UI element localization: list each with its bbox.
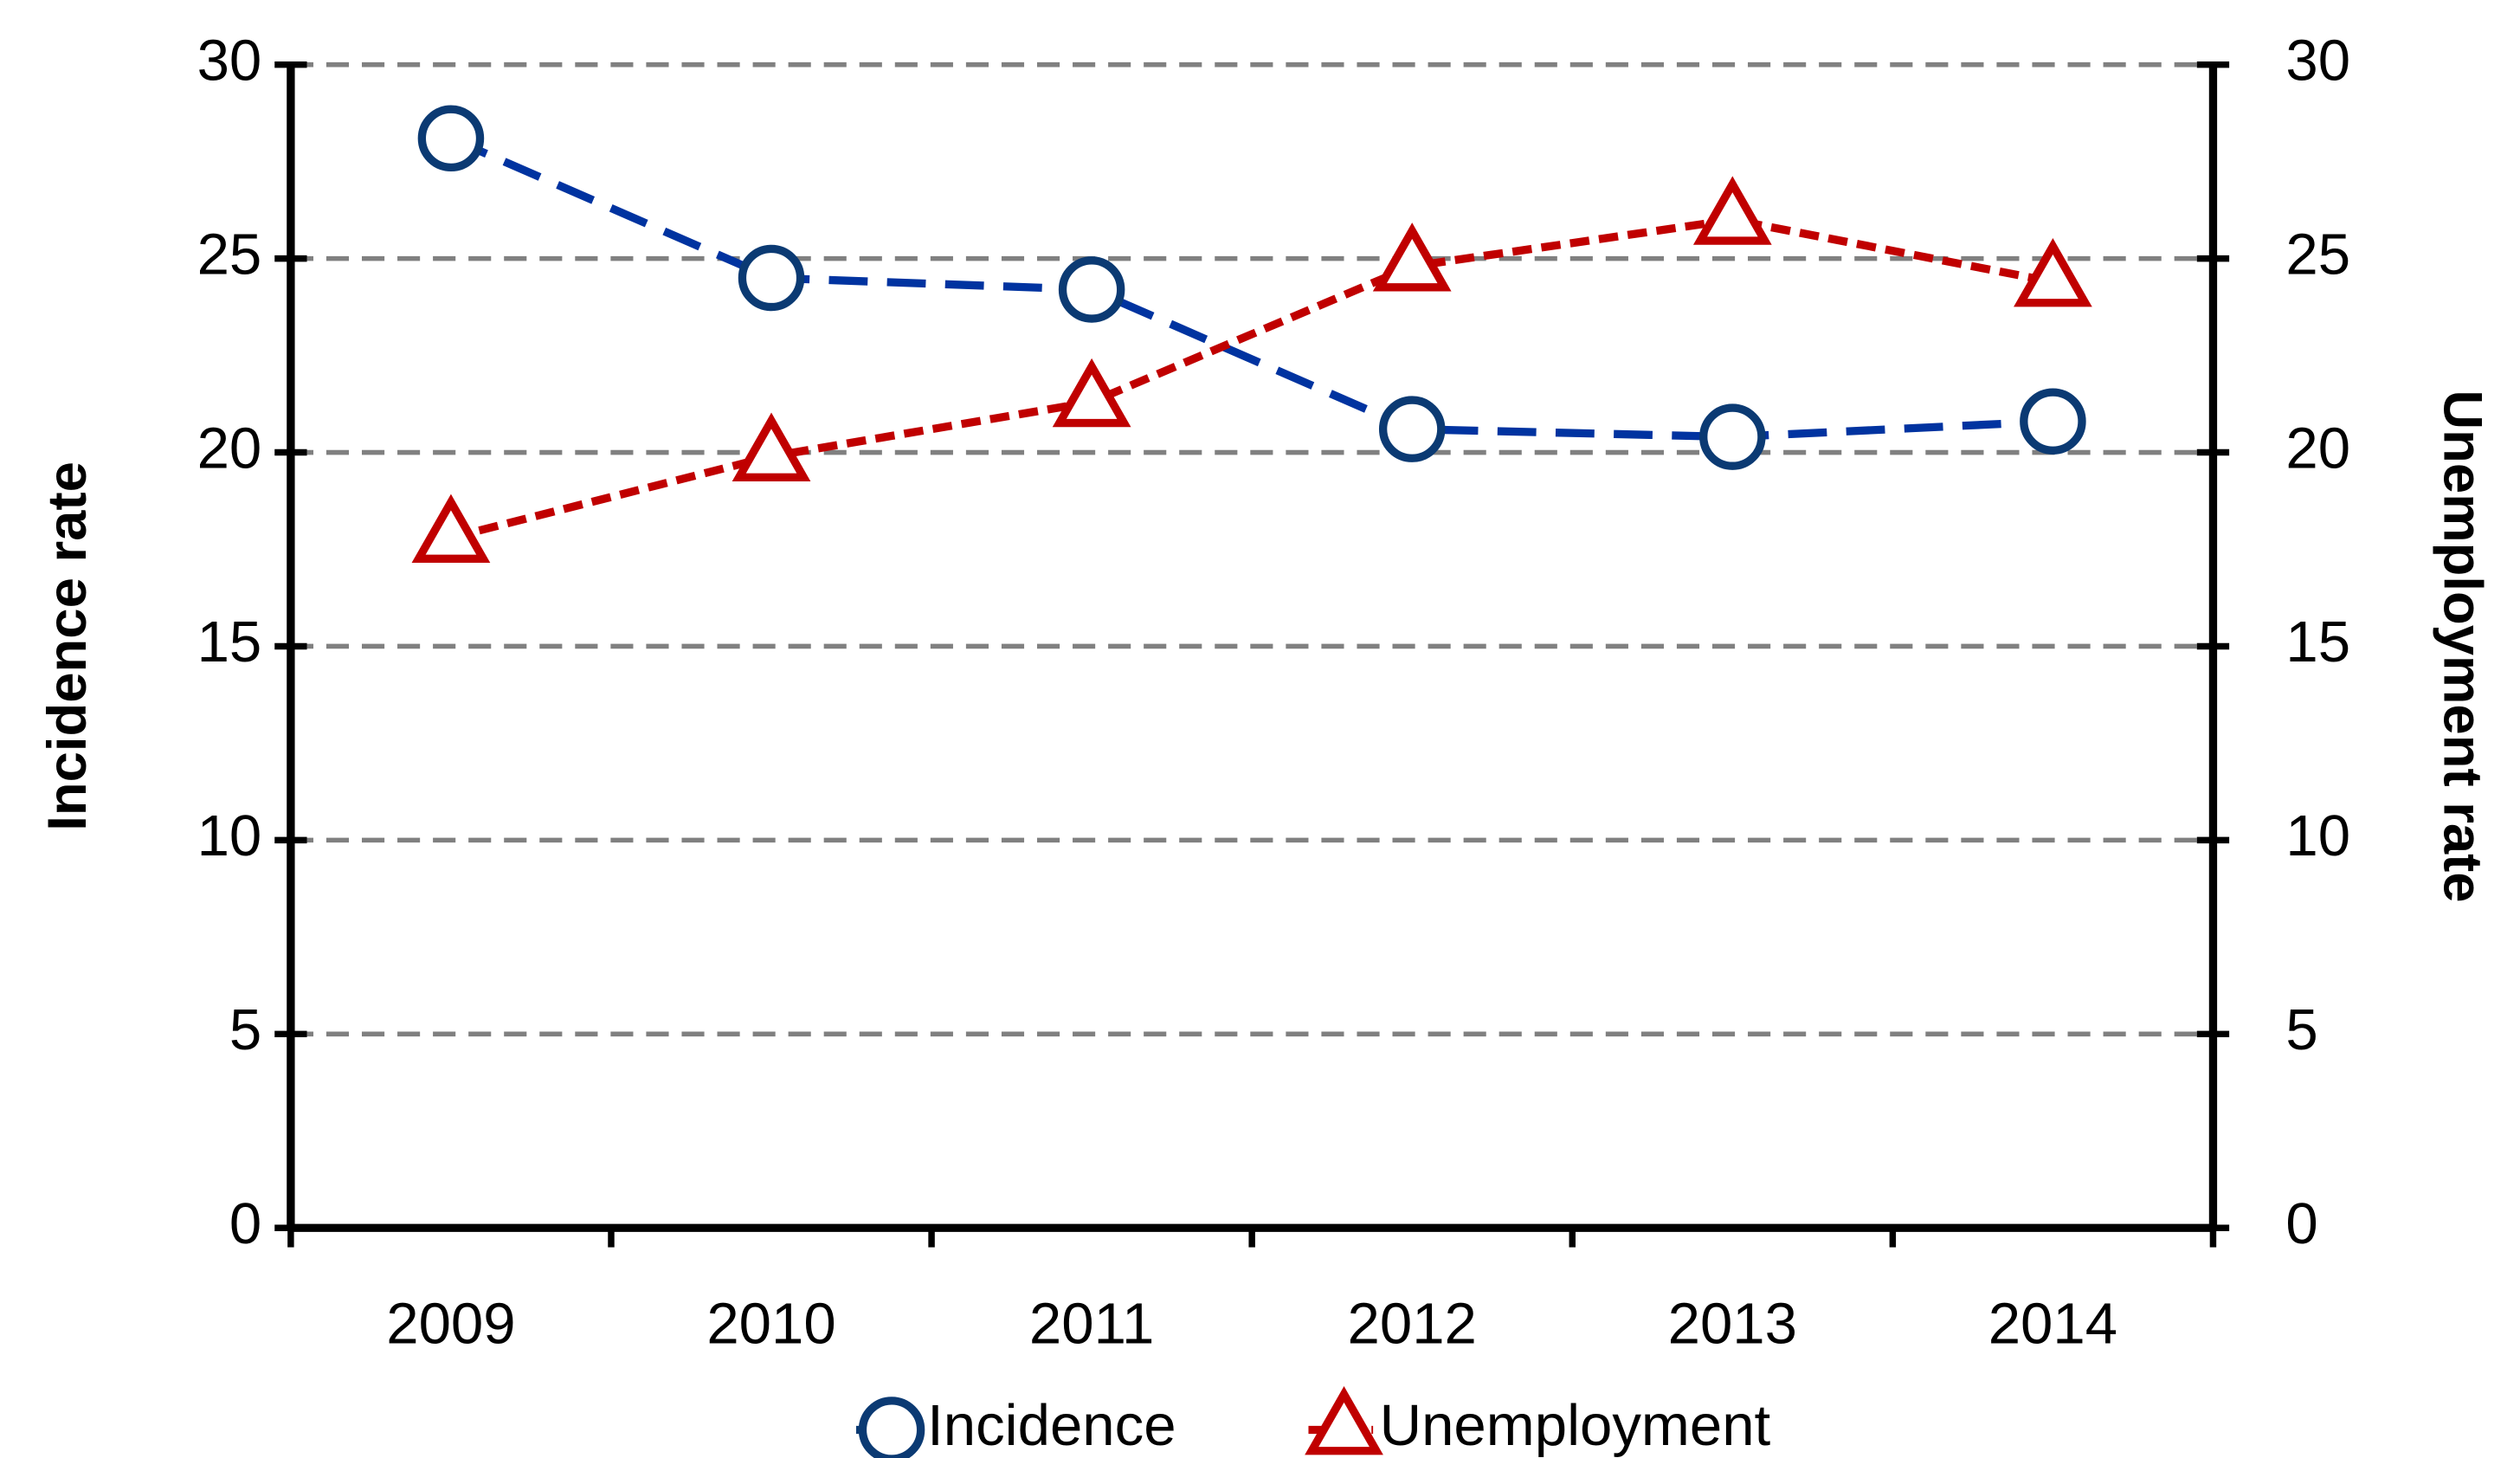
- legend-label: Unemployment: [1380, 1393, 1771, 1458]
- x-tick-label: 2009: [386, 1292, 515, 1357]
- y-tick-label: 25: [197, 222, 262, 287]
- data-point: [732, 412, 811, 481]
- y-tick-label: 5: [229, 997, 261, 1062]
- y2-tick-label: 5: [2285, 997, 2317, 1062]
- y2-tick-label: 25: [2285, 222, 2350, 287]
- y-tick-label: 30: [197, 28, 262, 93]
- data-point: [1052, 358, 1131, 428]
- data-point: [1378, 396, 1446, 462]
- data-point: [738, 244, 805, 312]
- x-tick-label: 2013: [1668, 1292, 1797, 1357]
- y2-tick-label: 30: [2285, 28, 2350, 93]
- y2-tick-label: 0: [2285, 1191, 2317, 1256]
- y-tick-label: 10: [197, 803, 262, 868]
- y2-tick-label: 20: [2285, 416, 2350, 481]
- y2-axis-title: Unemployment rate: [2432, 390, 2492, 902]
- x-tick-label: 2014: [1988, 1292, 2117, 1357]
- x-tick-label: 2011: [1029, 1292, 1154, 1357]
- data-point: [1058, 256, 1125, 323]
- y-tick-label: 0: [229, 1191, 261, 1256]
- data-point: [417, 105, 485, 172]
- legend-label: Incidence: [927, 1393, 1176, 1458]
- x-tick-label: 2010: [706, 1292, 835, 1357]
- data-point: [411, 494, 491, 563]
- legend-marker: [858, 1397, 925, 1458]
- y-tick-label: 15: [197, 610, 262, 674]
- data-point: [1372, 223, 1452, 292]
- y-tick-label: 20: [197, 416, 262, 481]
- y-axis-title: Incidence rate: [37, 461, 98, 831]
- series-line: [449, 134, 2053, 442]
- x-tick-label: 2012: [1348, 1292, 1477, 1357]
- y2-tick-label: 10: [2285, 803, 2350, 868]
- data-point: [2020, 388, 2086, 455]
- data-point: [1692, 176, 1772, 245]
- legend-marker: [1305, 1386, 1383, 1455]
- data-point: [2014, 238, 2092, 307]
- data-point: [1699, 403, 1766, 470]
- y2-tick-label: 15: [2285, 610, 2350, 674]
- series-line: [449, 216, 2054, 542]
